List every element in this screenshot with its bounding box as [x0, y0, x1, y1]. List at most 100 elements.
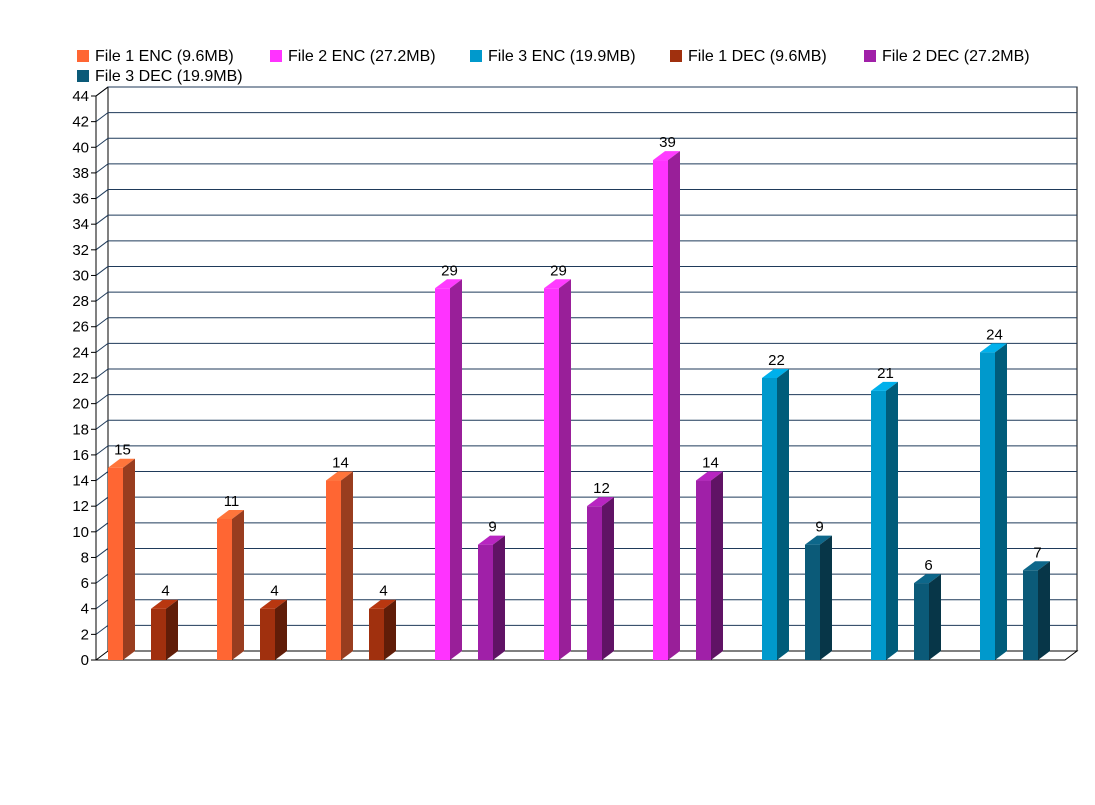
data-label: 4 [270, 583, 278, 600]
bar-side [668, 151, 680, 660]
bar-top [696, 471, 723, 481]
data-label: 39 [659, 134, 676, 151]
bar-front [260, 608, 275, 660]
gridline-depth [95, 624, 109, 635]
gridline-depth [95, 342, 109, 353]
bar-front [544, 288, 559, 660]
bar-top [871, 381, 898, 391]
bar-side [166, 599, 178, 660]
legend-label: File 1 ENC (9.6MB) [95, 48, 234, 65]
gridline-depth [95, 496, 109, 507]
bar-top [914, 574, 941, 584]
gridline-depth [95, 163, 109, 174]
data-label: 6 [924, 557, 932, 574]
data-label: 7 [1033, 544, 1041, 561]
bar [326, 471, 353, 660]
bar-front [871, 390, 886, 660]
gridline-depth [95, 317, 109, 328]
bar-top [653, 151, 680, 161]
bar-front [478, 544, 493, 660]
bar [696, 471, 723, 660]
data-label: 4 [161, 583, 169, 600]
bar-top [151, 599, 178, 609]
y-tick-label: 12 [72, 498, 89, 515]
y-axis-depth [95, 86, 109, 97]
bar-front [653, 160, 668, 660]
bar-top [326, 471, 353, 481]
bar-front [696, 480, 711, 660]
gridline-depth [95, 137, 109, 148]
bar-side [711, 471, 723, 660]
gridline-depth [95, 189, 109, 199]
bar [805, 535, 832, 660]
bar [217, 510, 244, 660]
legend-swatch [77, 70, 89, 82]
data-label: 29 [441, 262, 458, 279]
bar [587, 497, 614, 660]
bar [1023, 561, 1050, 660]
bar-front [435, 288, 450, 660]
bar-front [587, 506, 602, 660]
gridline-depth [95, 445, 109, 456]
data-label: 29 [550, 262, 567, 279]
bar-front [805, 544, 820, 660]
bar-side [820, 535, 832, 660]
gridline-depth [95, 548, 109, 558]
y-tick-label: 24 [72, 344, 89, 361]
gridline-depth [95, 471, 109, 481]
bar-side [1038, 561, 1050, 660]
y-tick-label: 6 [81, 575, 89, 592]
legend-swatch [864, 50, 876, 62]
data-label: 9 [488, 519, 496, 536]
bar [762, 369, 789, 660]
axes [95, 86, 1065, 661]
y-tick-label: 0 [81, 652, 89, 669]
bar-top [369, 599, 396, 609]
bar [151, 599, 178, 660]
y-tick-label: 32 [72, 242, 89, 259]
gridline-depth [95, 522, 109, 533]
data-label: 9 [815, 519, 823, 536]
legend-item: File 2 DEC (27.2MB) [864, 48, 1030, 65]
bar-side [275, 599, 287, 660]
data-label: 12 [593, 480, 610, 497]
bar-front [151, 608, 166, 660]
y-tick-label: 16 [72, 447, 89, 464]
bar-side [341, 471, 353, 660]
bar [478, 535, 505, 660]
bar-side [602, 497, 614, 660]
bar-top [1023, 561, 1050, 571]
legend-swatch [77, 50, 89, 62]
bar [653, 151, 680, 660]
y-tick-label: 4 [81, 601, 89, 618]
bar [260, 599, 287, 660]
y-tick-label: 20 [72, 396, 89, 413]
bar-top [435, 279, 462, 289]
bar-side [450, 279, 462, 660]
y-tick-label: 14 [72, 473, 89, 490]
bar-side [995, 343, 1007, 660]
bar-top [762, 369, 789, 378]
bar-side [929, 574, 941, 660]
gridline-depth [95, 419, 109, 430]
bar-front [217, 519, 232, 660]
legend-label: File 1 DEC (9.6MB) [688, 48, 827, 65]
bar [544, 279, 571, 660]
y-tick-label: 36 [72, 191, 89, 208]
gridline-depth [95, 573, 109, 584]
gridline-depth [95, 599, 109, 610]
legend-item: File 3 DEC (19.9MB) [77, 68, 243, 85]
bar-side [777, 369, 789, 660]
legend-swatch [670, 50, 682, 62]
bar-top [980, 343, 1007, 353]
data-labels: 15 4 11 4 14 4 29 9 29 12 39 14 22 9 21 6 24 7 [114, 134, 1042, 600]
legend-label: File 3 DEC (19.9MB) [95, 68, 243, 85]
y-tick-label: 22 [72, 370, 89, 387]
bar-front [762, 378, 777, 660]
bar [435, 279, 462, 660]
bar-top [478, 535, 505, 545]
bar-front [369, 608, 384, 660]
legend-label: File 3 ENC (19.9MB) [488, 48, 636, 65]
data-label: 22 [768, 352, 785, 369]
